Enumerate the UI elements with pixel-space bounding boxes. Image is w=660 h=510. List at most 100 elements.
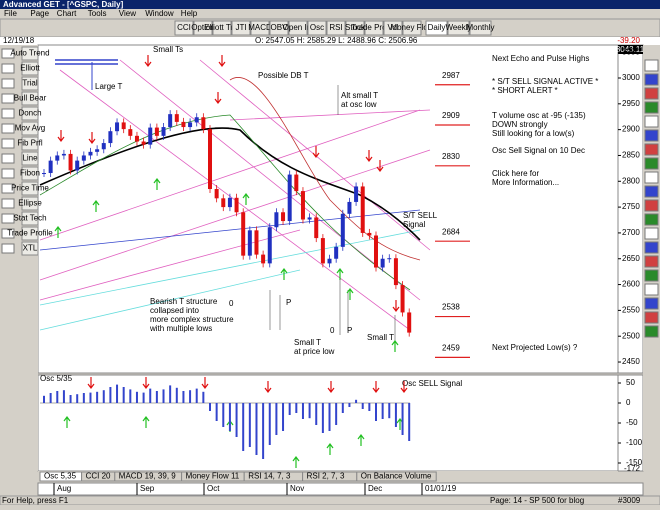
side-icon[interactable] bbox=[644, 241, 659, 254]
tool-icon[interactable] bbox=[1, 243, 15, 254]
toolbar-label[interactable]: Trade Profile bbox=[351, 23, 397, 32]
toolbar-button[interactable] bbox=[193, 20, 213, 36]
tool-button[interactable] bbox=[21, 241, 39, 256]
toolbar-label[interactable]: Money Flow bbox=[390, 23, 433, 32]
tool-button[interactable] bbox=[21, 211, 39, 226]
toolbar-button[interactable] bbox=[288, 20, 308, 36]
side-icon[interactable] bbox=[644, 87, 659, 100]
toolbar-label[interactable]: RSI bbox=[329, 23, 342, 32]
tool-label[interactable]: Line bbox=[22, 154, 38, 163]
toolbar-button[interactable] bbox=[212, 20, 232, 36]
tool-button[interactable] bbox=[21, 151, 39, 166]
toolbar-label[interactable]: Elliott Trgt bbox=[204, 23, 240, 32]
side-icon[interactable] bbox=[644, 255, 659, 268]
tool-label[interactable]: Bull Bear bbox=[14, 94, 47, 103]
tool-icon[interactable] bbox=[1, 213, 15, 224]
side-icon[interactable] bbox=[644, 143, 659, 156]
tool-label[interactable]: Price Time bbox=[11, 184, 49, 193]
period-button[interactable] bbox=[425, 20, 448, 36]
menu-item[interactable]: Help bbox=[181, 9, 198, 18]
tab-label[interactable]: Money Flow 11 bbox=[186, 472, 240, 481]
tool-icon[interactable] bbox=[1, 198, 15, 209]
toolbar-label[interactable]: OBV bbox=[271, 23, 289, 32]
toolbar-button[interactable] bbox=[364, 20, 384, 36]
menu-item[interactable]: Window bbox=[145, 9, 174, 18]
toolbar-button[interactable] bbox=[174, 20, 194, 36]
period-label[interactable]: Daily bbox=[428, 23, 446, 32]
tool-button[interactable] bbox=[21, 181, 39, 196]
menu-item[interactable]: File bbox=[4, 9, 17, 18]
tool-label[interactable]: Fib Prfl bbox=[17, 139, 43, 148]
side-icon[interactable] bbox=[644, 297, 659, 310]
toolbar-button[interactable] bbox=[345, 20, 365, 36]
tab-label[interactable]: MACD 19, 39, 9 bbox=[119, 472, 176, 481]
tool-label[interactable]: Ellipse bbox=[18, 199, 42, 208]
tab-label[interactable]: CCI 20 bbox=[86, 472, 111, 481]
side-icon[interactable] bbox=[644, 59, 659, 72]
toolbar-button[interactable] bbox=[383, 20, 403, 36]
menu-item[interactable]: Page bbox=[30, 9, 49, 18]
tool-button[interactable] bbox=[21, 226, 39, 241]
tool-icon[interactable] bbox=[1, 123, 15, 134]
side-icon[interactable] bbox=[644, 73, 659, 86]
toolbar-button[interactable] bbox=[269, 20, 289, 36]
tab-label[interactable]: RSI 2, 7, 3 bbox=[307, 472, 345, 481]
toolbar-button[interactable] bbox=[307, 20, 327, 36]
tool-icon[interactable] bbox=[1, 78, 15, 89]
tool-icon[interactable] bbox=[1, 93, 15, 104]
toolbar-label[interactable]: MACD bbox=[248, 23, 272, 32]
tool-icon[interactable] bbox=[1, 168, 15, 179]
tool-icon[interactable] bbox=[1, 48, 15, 59]
menu-item[interactable]: Chart bbox=[57, 9, 77, 18]
tool-icon[interactable] bbox=[1, 153, 15, 164]
toolbar-label[interactable]: CCI bbox=[177, 23, 191, 32]
tool-icon[interactable] bbox=[1, 108, 15, 119]
side-icon[interactable] bbox=[644, 129, 659, 142]
period-label[interactable]: Weekly bbox=[445, 23, 471, 32]
period-label[interactable]: Monthly bbox=[466, 23, 494, 32]
tab-label[interactable]: Osc 5,35 bbox=[44, 472, 77, 481]
tool-label[interactable]: Trade Profile bbox=[7, 229, 53, 238]
tool-button[interactable] bbox=[21, 61, 39, 76]
tool-button[interactable] bbox=[21, 91, 39, 106]
toolbar-label[interactable]: JTI bbox=[235, 23, 246, 32]
tool-label[interactable]: Donch bbox=[18, 109, 41, 118]
tool-label[interactable]: Trial bbox=[22, 79, 37, 88]
period-button[interactable] bbox=[447, 20, 470, 36]
toolbar-button[interactable] bbox=[250, 20, 270, 36]
tab-label[interactable]: On Balance Volume bbox=[361, 472, 432, 481]
tool-button[interactable] bbox=[21, 106, 39, 121]
side-icon[interactable] bbox=[644, 269, 659, 282]
side-icon[interactable] bbox=[644, 311, 659, 324]
side-icon[interactable] bbox=[644, 213, 659, 226]
tool-label[interactable]: Stat Tech bbox=[13, 214, 46, 223]
side-icon[interactable] bbox=[644, 325, 659, 338]
side-icon[interactable] bbox=[644, 283, 659, 296]
tool-icon[interactable] bbox=[1, 228, 15, 239]
link[interactable]: Click here for bbox=[492, 169, 539, 178]
toolbar-label[interactable]: Osc bbox=[310, 23, 324, 32]
toolbar-label[interactable]: Stock bbox=[345, 23, 366, 32]
toolbar-label[interactable]: Vol bbox=[387, 23, 398, 32]
tool-button[interactable] bbox=[21, 166, 39, 181]
tool-label[interactable]: Fibon bbox=[20, 169, 40, 178]
tool-button[interactable] bbox=[21, 196, 39, 211]
toolbar-button[interactable] bbox=[231, 20, 251, 36]
tool-label[interactable]: Mov Avg bbox=[15, 124, 46, 133]
link[interactable]: More Information... bbox=[492, 178, 559, 187]
toolbar-label[interactable]: Option bbox=[191, 23, 215, 32]
toolbar-button[interactable] bbox=[402, 20, 422, 36]
side-icon[interactable] bbox=[644, 101, 659, 114]
tool-button[interactable] bbox=[21, 76, 39, 91]
menu-item[interactable]: Tools bbox=[88, 9, 107, 18]
tool-label[interactable]: Elliott bbox=[20, 64, 40, 73]
side-icon[interactable] bbox=[644, 115, 659, 128]
menu-item[interactable]: View bbox=[119, 9, 136, 18]
side-icon[interactable] bbox=[644, 185, 659, 198]
tab-label[interactable]: RSI 14, 7, 3 bbox=[248, 472, 291, 481]
tool-button[interactable] bbox=[21, 46, 39, 61]
side-icon[interactable] bbox=[644, 227, 659, 240]
toolbar-button[interactable] bbox=[326, 20, 346, 36]
tool-button[interactable] bbox=[21, 121, 39, 136]
tool-icon[interactable] bbox=[1, 63, 15, 74]
